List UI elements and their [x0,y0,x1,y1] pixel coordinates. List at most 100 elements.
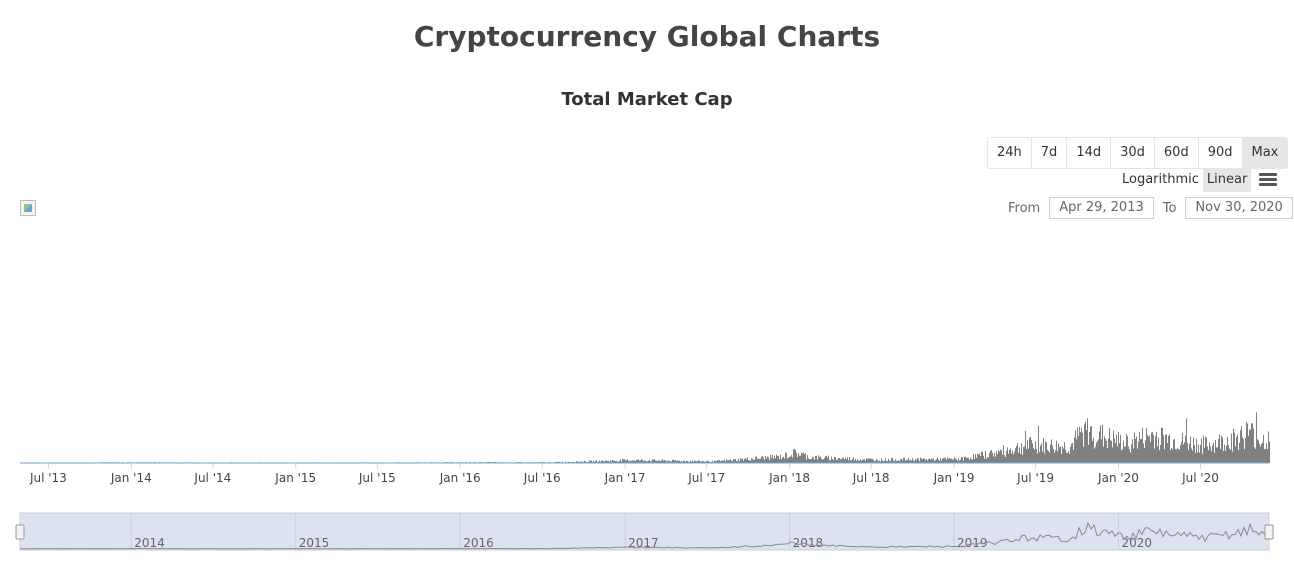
volume-bar [618,461,619,463]
volume-bar [1245,437,1246,463]
volume-bar [919,461,920,463]
volume-bar [641,459,642,463]
volume-bar [887,460,888,463]
volume-bar [1169,434,1170,463]
volume-bar [1232,451,1233,463]
volume-bar [794,448,795,463]
volume-bar [1241,426,1242,463]
volume-bar [714,460,715,463]
volume-bar [653,459,654,463]
volume-bar [1244,449,1245,463]
volume-bar [727,460,728,463]
volume-bar [917,458,918,463]
navigator-year-label: 2020 [1122,536,1153,550]
range-button-7d[interactable]: 7d [1031,138,1068,168]
volume-bar [1025,430,1026,463]
volume-bar [629,460,630,463]
volume-bar [912,458,913,463]
volume-bar [1196,438,1197,463]
volume-bar [764,460,765,463]
volume-bar [978,454,979,463]
volume-bar [1033,447,1034,463]
volume-bar [1078,435,1079,463]
range-button-60d[interactable]: 60d [1154,138,1199,168]
volume-bar [579,461,580,463]
navigator-mask[interactable] [19,512,1270,551]
navigator-right-handle[interactable] [1264,524,1274,540]
volume-bar [931,458,932,463]
volume-bar [746,459,747,463]
volume-bar [860,459,861,463]
volume-bar [674,460,675,463]
from-date-input[interactable]: Apr 29, 2013 [1049,197,1154,219]
volume-bar [1119,443,1120,463]
volume-bar [771,457,772,463]
volume-bar [798,453,799,463]
volume-bar [1029,437,1030,463]
volume-bar [1071,443,1072,463]
volume-bar [957,460,958,463]
volume-bar [1069,453,1070,463]
range-button-30d[interactable]: 30d [1111,138,1155,168]
volume-bar [630,460,631,463]
volume-bar [894,461,895,463]
volume-bar [1260,446,1261,463]
logarithmic-button[interactable]: Logarithmic [1122,172,1199,187]
volume-bar [690,460,691,463]
volume-bar [981,451,982,463]
volume-bar [701,461,702,463]
volume-bar [831,456,832,463]
volume-bar [1106,440,1107,463]
volume-bar [862,459,863,463]
navigator-year-label: 2015 [299,536,330,550]
volume-bar [829,459,830,463]
volume-bar [1011,453,1012,463]
volume-bar [1044,453,1045,463]
volume-bar [1116,434,1117,463]
range-button-14d[interactable]: 14d [1067,138,1112,168]
volume-bar [1141,439,1142,463]
volume-bar [817,459,818,463]
volume-bar [576,460,577,463]
volume-bar [605,460,606,463]
volume-bar [670,461,671,463]
volume-bar [615,460,616,463]
volume-bar [927,460,928,463]
volume-bar [1073,449,1074,463]
volume-bar [972,459,973,463]
volume-bar [944,457,945,463]
to-date-input[interactable]: Nov 30, 2020 [1185,197,1293,219]
volume-bar [863,459,864,463]
volume-bar [1099,431,1100,463]
navigator-left-handle[interactable] [15,524,25,540]
range-button-90d[interactable]: 90d [1198,138,1243,168]
linear-button[interactable]: Linear [1202,168,1252,192]
volume-bar [781,459,782,463]
volume-bar [635,461,636,463]
volume-bar [1094,448,1095,463]
volume-bar [870,458,871,463]
volume-bar [1258,440,1259,463]
volume-bar [893,460,894,463]
volume-bar [1003,445,1004,463]
volume-bar [1036,448,1037,463]
volume-bar [1004,455,1005,463]
hamburger-menu-icon[interactable] [1259,173,1278,187]
volume-bar [573,461,574,463]
volume-bar [932,459,933,463]
volume-bar [1168,435,1169,463]
volume-bar [926,458,927,463]
volume-bar [1214,452,1215,463]
volume-bar [554,461,555,463]
scale-toggle: Logarithmic Linear [1118,168,1278,192]
range-button-max[interactable]: Max [1242,138,1288,168]
volume-bar [838,458,839,463]
volume-bar [943,458,944,463]
navigator[interactable]: 2014 2015 2016 2017 2018 2019 2020 [15,512,1274,551]
range-button-24h[interactable]: 24h [988,138,1032,168]
volume-bar [940,458,941,463]
volume-bar [959,460,960,463]
volume-bar [933,458,934,463]
volume-bar [1149,435,1150,463]
volume-bar [950,458,951,463]
